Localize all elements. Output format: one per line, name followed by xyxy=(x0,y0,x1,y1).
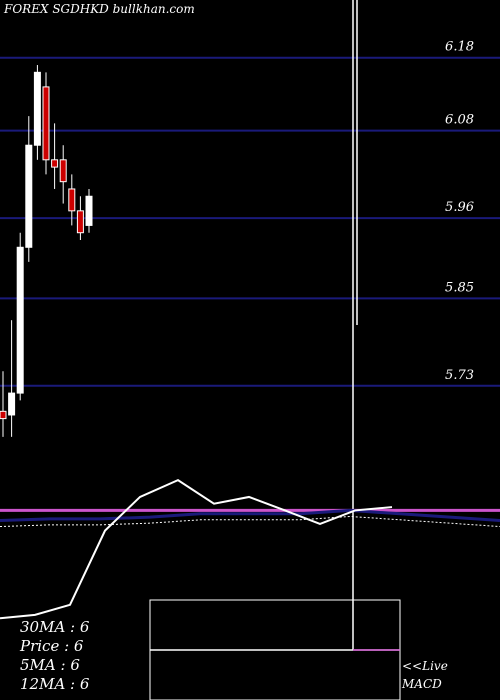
macd-label: MACD xyxy=(401,677,442,691)
candlestick-series xyxy=(0,65,93,437)
candle-down xyxy=(76,210,84,234)
price-grid xyxy=(0,56,500,387)
macd-signal-line xyxy=(0,508,500,523)
ma-label-30: 30MA : 6 xyxy=(20,618,90,636)
candle-down xyxy=(0,410,7,420)
candle-up xyxy=(16,246,24,394)
macd-line xyxy=(0,478,393,620)
candle-down xyxy=(59,159,67,183)
y-tick-label: 6.08 xyxy=(445,113,474,128)
y-tick-label: 5.73 xyxy=(445,368,474,383)
live-label: <<Live xyxy=(402,659,448,673)
candle-down xyxy=(68,188,76,212)
candle-down xyxy=(51,159,59,168)
price-axis-labels: 6.18 6.08 5.96 5.85 5.73 xyxy=(445,40,474,383)
ma-label-12: 12MA : 6 xyxy=(20,675,90,693)
y-tick-label: 5.96 xyxy=(445,200,474,215)
candle-up xyxy=(25,144,33,248)
candle-up xyxy=(8,392,16,416)
y-tick-label: 5.85 xyxy=(445,280,474,295)
ma-label-5: 5MA : 6 xyxy=(20,656,80,674)
macd-histogram-line xyxy=(0,515,500,528)
candle-down xyxy=(42,86,50,161)
candle-up xyxy=(33,71,41,146)
y-tick-label: 6.18 xyxy=(445,40,474,55)
macd-panel xyxy=(0,478,500,620)
chart-header: FOREX SGDHKD bullkhan.com xyxy=(3,2,195,16)
price-label: Price : 6 xyxy=(19,637,84,655)
candle-up xyxy=(85,195,93,226)
